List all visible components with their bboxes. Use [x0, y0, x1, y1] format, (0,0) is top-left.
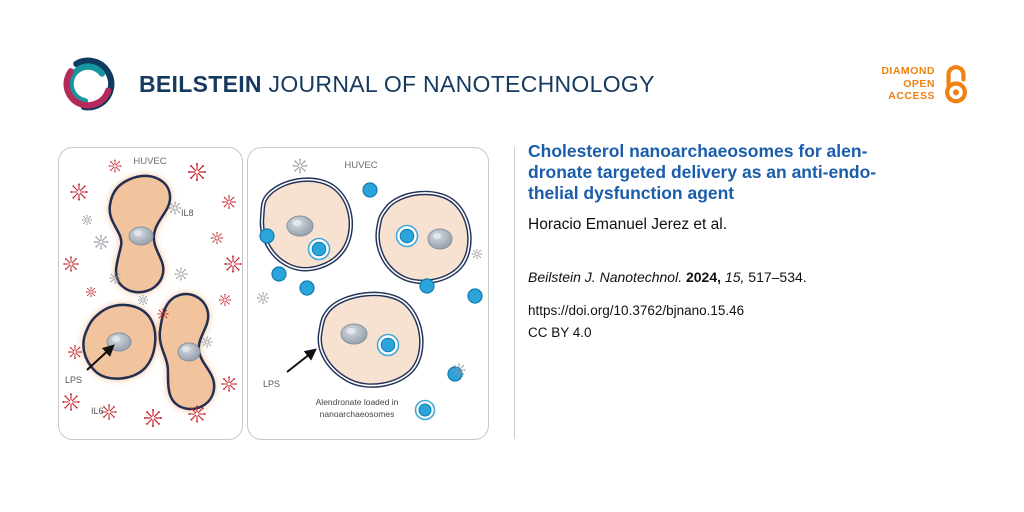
graphical-abstract: HUVEC IL8 LPS IL6 [57, 146, 491, 442]
oa-line-open: OPEN [903, 77, 935, 90]
cell-membrane [319, 293, 423, 387]
citation-volume: 15, [724, 269, 745, 285]
journal-name: BEILSTEIN JOURNAL OF NANOTECHNOLOGY [139, 71, 655, 98]
citation-year: 2024, [685, 269, 722, 285]
vesicle-icon [311, 241, 327, 257]
article-info: Cholesterol nanoarchaeosomes for alen- d… [528, 141, 998, 340]
lps-label-right: LPS [263, 379, 280, 389]
cell-membrane [261, 178, 352, 270]
open-access-lock-icon [945, 65, 967, 104]
vesicle-icon [419, 278, 435, 294]
vesicle-icon [299, 280, 315, 296]
cell-membrane [376, 192, 471, 283]
open-access-text: DIAMOND OPEN ACCESS [881, 65, 935, 103]
journal-name-rest: JOURNAL OF NANOTECHNOLOGY [268, 70, 655, 97]
vesicle-icon [362, 182, 378, 198]
legend-caption-line1: Alendronate loaded in [316, 397, 399, 407]
vertical-divider [514, 147, 515, 439]
legend-vesicle [414, 399, 436, 421]
oa-line-access: ACCESS [888, 90, 935, 103]
citation-line: Beilstein J. Nanotechnol. 2024, 15, 517–… [528, 269, 998, 285]
article-authors: Horacio Emanuel Jerez et al. [528, 216, 728, 233]
oa-line-diamond: DIAMOND [881, 65, 935, 78]
beilstein-logo-icon [61, 57, 115, 111]
lps-arrow-icon [286, 348, 317, 373]
article-title-line: thelial dysfunction agent [528, 183, 735, 203]
cell-shape [317, 291, 424, 388]
doi-link[interactable]: https://doi.org/10.3762/bjnano.15.46 [528, 303, 745, 318]
article-title-line: dronate targeted delivery as an anti-end… [528, 162, 877, 182]
article-title-line: Cholesterol nanoarchaeosomes for alen- [528, 141, 868, 161]
lps-label-left: LPS [65, 375, 82, 385]
citation-journal: Beilstein J. Nanotechnol. [528, 269, 683, 285]
vesicle-icon [380, 337, 396, 353]
vesicle-icon [467, 288, 483, 304]
lps-arrow-icon [86, 344, 115, 371]
citation-pages: 517–534. [748, 269, 807, 285]
cell-nucleus [106, 226, 201, 362]
il6-label: IL6 [91, 406, 104, 416]
legend-caption-line2: nanoarchaeosomes [320, 409, 395, 419]
diamond-open-access-badge: DIAMOND OPEN ACCESS [881, 63, 970, 105]
il8-label: IL8 [181, 208, 194, 218]
left-panel-content: HUVEC IL8 LPS IL6 [61, 156, 243, 428]
cell-nucleus [286, 215, 453, 345]
nanoarchaeosome-in-cell [307, 224, 419, 357]
right-panel-content: HUVEC LPS Alendronate loaded in nanoarch… [256, 158, 483, 421]
journal-name-bold: BEILSTEIN [139, 70, 262, 97]
page-title: Cholesterol nanoarchaeosomes for alen- d… [528, 141, 998, 204]
journal-masthead: BEILSTEIN JOURNAL OF NANOTECHNOLOGY DIAM… [57, 52, 970, 116]
huvec-label-right: HUVEC [344, 160, 377, 171]
graphical-abstract-svg: HUVEC IL8 LPS IL6 [58, 147, 489, 440]
vesicle-icon [418, 403, 432, 417]
vesicle-icon [399, 228, 415, 244]
vesicle-icon [259, 228, 275, 244]
license-label: CC BY 4.0 [528, 325, 592, 340]
vesicle-icon [271, 266, 287, 282]
huvec-label-left: HUVEC [133, 156, 166, 167]
